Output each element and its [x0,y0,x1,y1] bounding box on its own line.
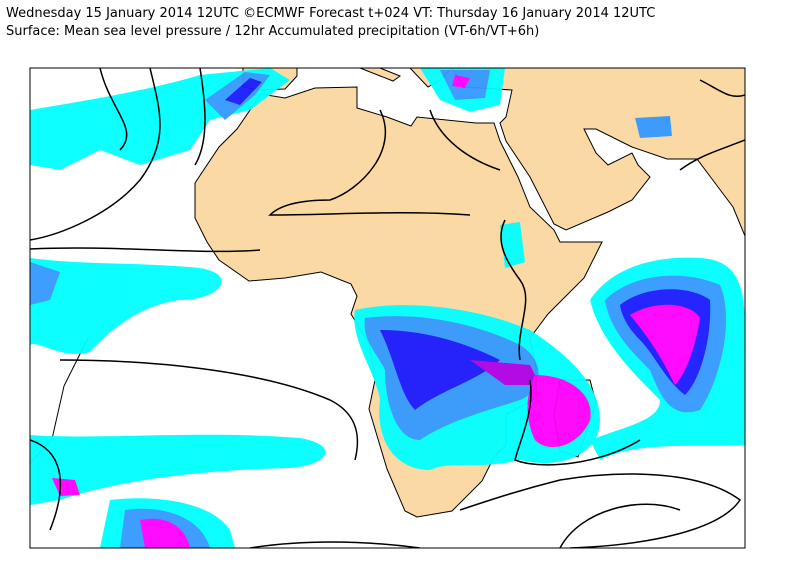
isobar [459,473,742,548]
isobar [59,359,359,461]
precip-area [527,375,591,448]
isobar [429,109,501,171]
map-area [30,68,745,548]
isobar [30,247,261,253]
isobar [679,139,745,171]
precip-area [225,78,262,105]
isobar [249,541,421,548]
precip-area [30,262,60,305]
precip-area [630,304,700,385]
precip-area [380,330,500,410]
precip-area [140,518,190,548]
isobar [268,109,471,216]
isobars [30,68,745,548]
precip-area [52,478,80,496]
isobar [30,68,161,241]
map-frame [29,67,746,549]
isobar [99,68,128,151]
precip-area [30,258,222,354]
precip-area [635,116,672,138]
isobar [30,439,62,531]
isobar [500,219,527,361]
subtitle: Surface: Mean sea level pressure / 12hr … [6,24,540,39]
precipitation [30,68,745,548]
isobar [514,379,641,466]
title: Wednesday 15 January 2014 12UTC ©ECMWF F… [6,6,656,21]
isobar [559,503,681,548]
isobar [194,68,206,166]
precip-area [452,75,470,88]
asia [451,68,745,237]
precip-area [470,360,540,385]
precip-area [30,434,326,505]
isobar [699,79,745,97]
